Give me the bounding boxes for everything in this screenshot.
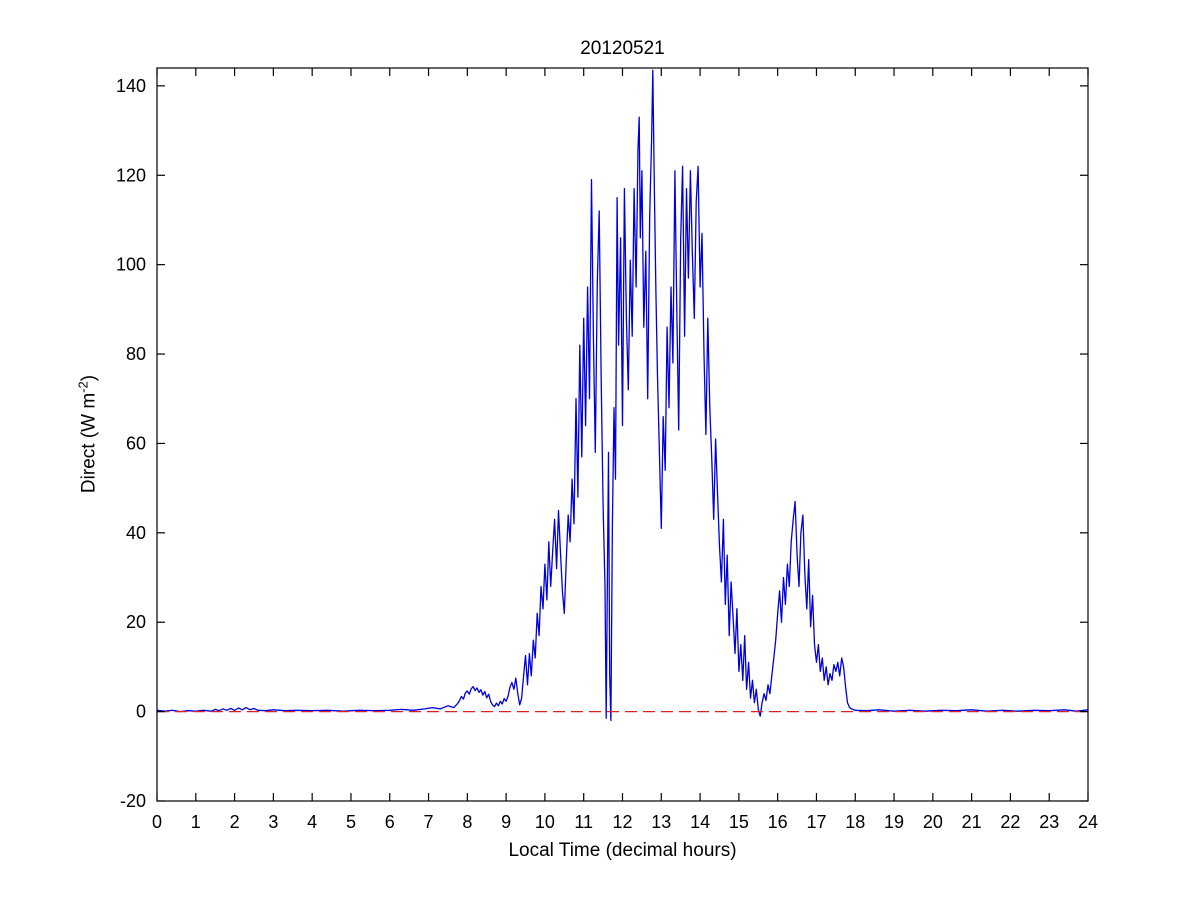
y-tick-label: 80: [126, 344, 146, 364]
x-tick-label: 3: [268, 812, 278, 832]
x-tick-label: 19: [884, 812, 904, 832]
y-tick-label: 120: [116, 165, 146, 185]
y-tick-label: 140: [116, 76, 146, 96]
x-tick-label: 6: [385, 812, 395, 832]
x-tick-label: 20: [923, 812, 943, 832]
chart-title: 20120521: [580, 38, 665, 59]
x-tick-label: 12: [612, 812, 632, 832]
x-tick-label: 24: [1078, 812, 1098, 832]
x-tick-label: 17: [806, 812, 826, 832]
x-tick-label: 21: [962, 812, 982, 832]
x-tick-label: 10: [535, 812, 555, 832]
y-tick-label: 60: [126, 433, 146, 453]
x-tick-label: 2: [230, 812, 240, 832]
x-tick-label: 23: [1039, 812, 1059, 832]
x-tick-label: 8: [462, 812, 472, 832]
y-tick-label: -20: [120, 791, 146, 811]
y-tick-label: 100: [116, 255, 146, 275]
x-axis-label: Local Time (decimal hours): [508, 840, 737, 861]
x-tick-label: 18: [845, 812, 865, 832]
x-tick-label: 1: [191, 812, 201, 832]
x-tick-label: 7: [424, 812, 434, 832]
direct-irradiance-line: [156, 69, 1089, 722]
x-tick-label: 4: [307, 812, 317, 832]
x-tick-label: 22: [1000, 812, 1020, 832]
x-tick-label: 5: [346, 812, 356, 832]
x-tick-label: 0: [152, 812, 162, 832]
x-tick-label: 9: [501, 812, 511, 832]
x-tick-label: 13: [651, 812, 671, 832]
y-tick-label: 20: [126, 612, 146, 632]
y-tick-label: 40: [126, 523, 146, 543]
x-tick-label: 11: [574, 812, 593, 832]
axes-box: [156, 67, 1089, 802]
x-tick-label: 14: [690, 812, 710, 832]
y-tick-label: 0: [136, 702, 146, 722]
x-tick-label: 15: [729, 812, 749, 832]
x-tick-label: 16: [768, 812, 788, 832]
